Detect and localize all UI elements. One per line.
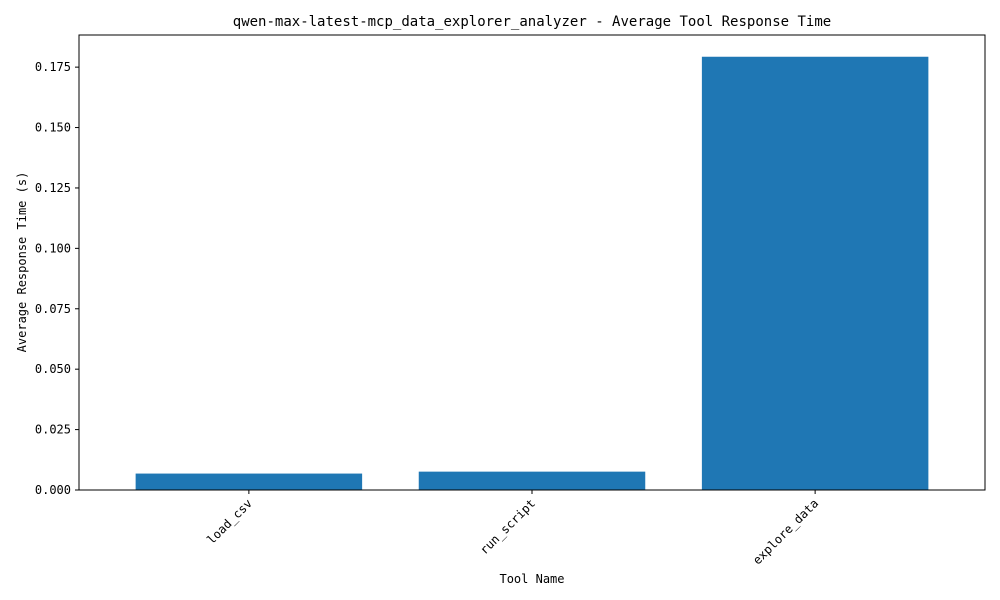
bar-explore-data — [701, 56, 929, 490]
y-axis-label: Average Response Time (s) — [15, 172, 29, 353]
bars-layer — [135, 56, 929, 490]
x-tick-label: explore_data — [750, 496, 821, 567]
y-tick-label: 0.100 — [35, 241, 71, 255]
bar-load-csv — [135, 473, 363, 490]
x-tick-label: run_script — [477, 496, 538, 557]
y-tick-label: 0.025 — [35, 423, 71, 437]
y-tick-label: 0.175 — [35, 60, 71, 74]
y-axis: 0.000 0.025 0.050 0.075 0.100 0.125 0.150 0.175 — [35, 60, 79, 497]
x-axis-label: Tool Name — [499, 572, 564, 586]
y-tick-label: 0.050 — [35, 362, 71, 376]
x-tick-label: load_csv — [204, 496, 255, 547]
y-tick-label: 0.150 — [35, 121, 71, 135]
y-tick-label: 0.125 — [35, 181, 71, 195]
y-tick-label: 0.000 — [35, 483, 71, 497]
plot-area-frame — [78, 34, 986, 491]
y-tick-label: 0.075 — [35, 302, 71, 316]
x-axis: load_csv run_script explore_data — [204, 490, 821, 567]
bar-run-script — [418, 471, 646, 490]
chart-title: qwen-max-latest-mcp_data_explorer_analyz… — [233, 14, 831, 30]
